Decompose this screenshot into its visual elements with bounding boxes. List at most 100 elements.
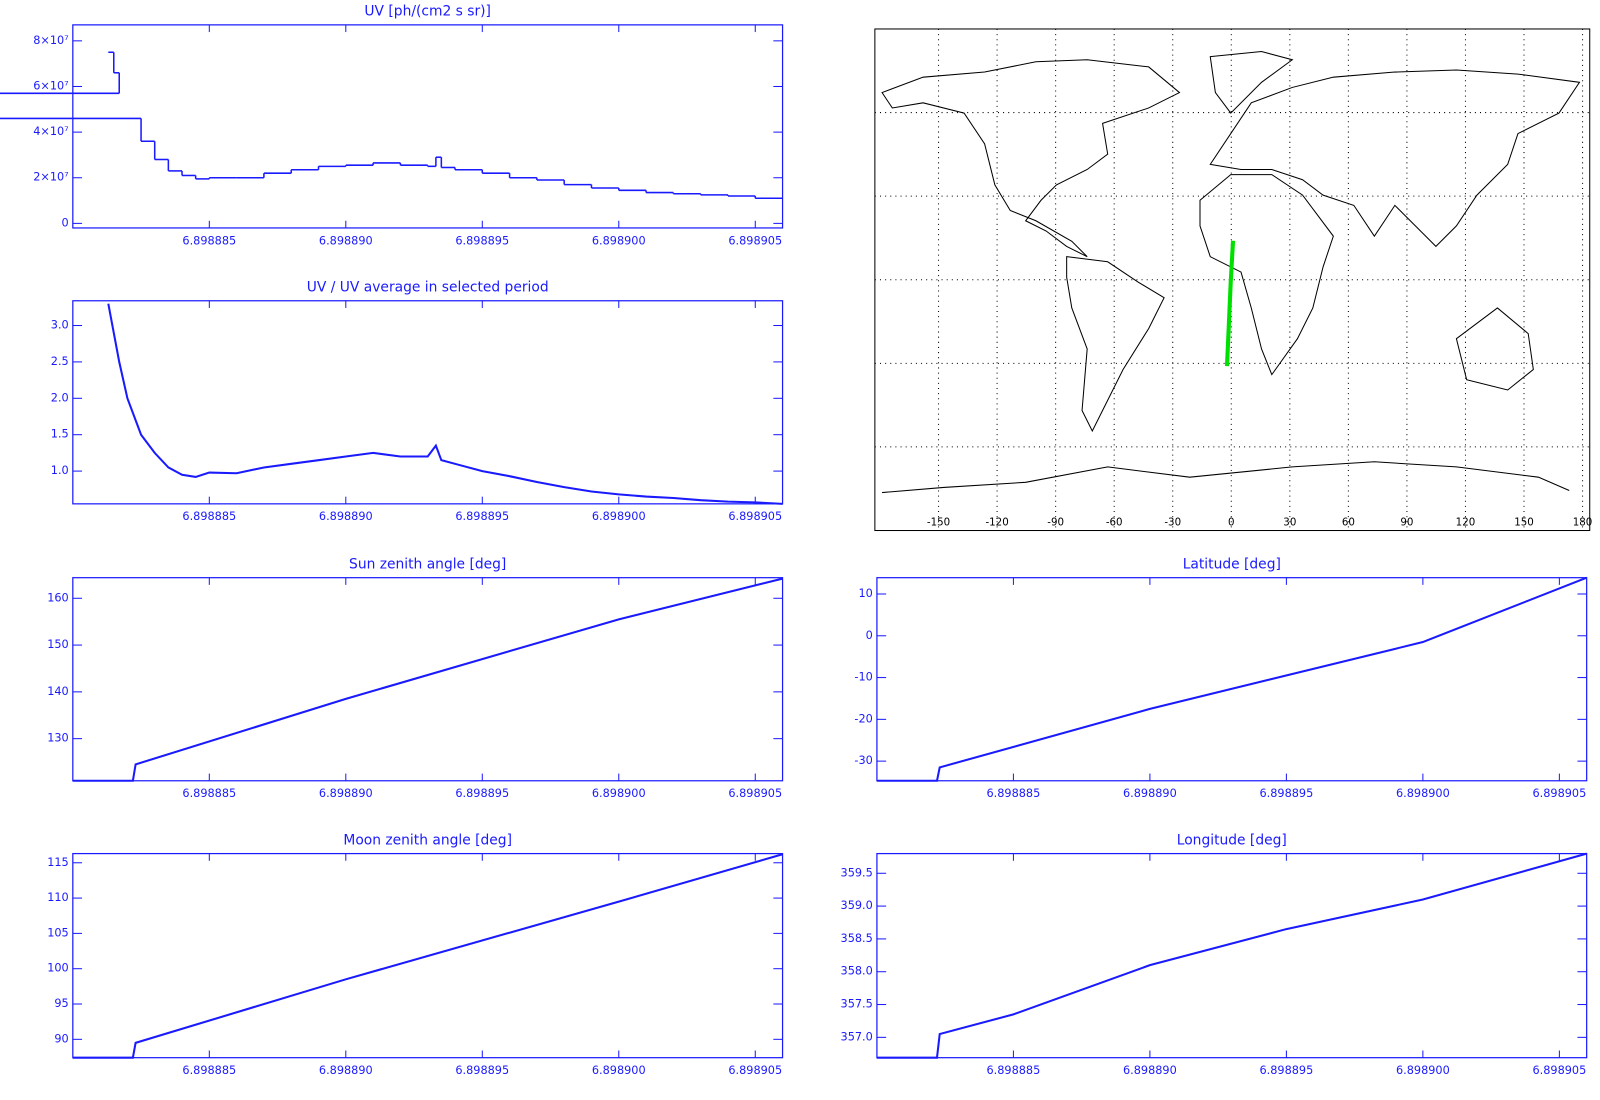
x-tick-label: 6.898895 [455,787,509,800]
y-tick-label: 2.0 [51,391,69,404]
data-line [72,853,783,1059]
x-tick-label: -30 [1164,516,1181,528]
y-tick-label: 160 [47,591,69,604]
x-tick-label: -150 [927,516,950,528]
greenland [1209,51,1294,114]
x-tick-label: 6.898885 [182,510,236,523]
y-tick-label: 1.0 [51,464,69,477]
x-tick-label: 6.898885 [987,787,1041,800]
y-tick-label: -10 [854,671,872,684]
y-tick-label: 90 [54,1032,68,1045]
x-tick-label: -60 [1106,516,1123,528]
x-tick-label: 6.898890 [319,510,373,523]
y-tick-label: 105 [47,926,69,939]
chart-title: UV / UV average in selected period [307,279,549,295]
x-tick-label: 6.898900 [592,1064,646,1077]
x-tick-label: 6.898895 [455,510,509,523]
y-tick-label: -30 [854,754,872,767]
y-tick-label: 150 [47,638,69,651]
y-tick-label: 359.5 [841,866,873,879]
x-tick-label: -90 [1047,516,1064,528]
south-america [1066,256,1165,433]
chart-title: Moon zenith angle [deg] [343,832,512,848]
x-tick-label: 6.898905 [1532,787,1586,800]
x-tick-label: 6.898895 [455,1064,509,1077]
x-tick-label: 6.898885 [987,1064,1041,1077]
x-tick-label: 150 [1514,516,1534,528]
x-tick-label: 6.898900 [1396,787,1450,800]
x-tick-label: 120 [1456,516,1476,528]
plot-frame [876,577,1588,782]
y-tick-label: 3.0 [51,319,69,332]
chart-title: Sun zenith angle [deg] [349,556,506,572]
plot-frame [72,300,784,505]
x-tick-label: 180 [1573,516,1593,528]
chart-title: UV [ph/(cm2 s sr)] [364,4,491,20]
y-tick-label: 110 [47,891,69,904]
y-tick-label: 2.5 [51,355,69,368]
x-tick-label: 6.898900 [592,787,646,800]
chart-title: Longitude [deg] [1177,832,1287,848]
north-america [881,59,1181,258]
antarctica [882,461,1570,494]
plot-frame [72,852,784,1059]
x-tick-label: 6.898885 [182,234,236,247]
y-tick-label: 357.5 [841,998,873,1011]
x-tick-label: 0 [1228,516,1235,528]
x-tick-label: 6.898900 [592,510,646,523]
x-tick-label: 6.898905 [1532,1064,1586,1077]
x-tick-label: 6.898900 [592,234,646,247]
y-tick-label: 6×10⁷ [33,79,68,92]
plot-frame [72,577,784,782]
y-tick-label: -20 [854,712,872,725]
y-tick-label: 140 [47,685,69,698]
y-tick-label: 130 [47,732,69,745]
x-tick-label: 6.898905 [728,787,782,800]
data-line [72,577,783,782]
y-tick-label: 10 [858,587,872,600]
data-line [107,303,783,505]
x-tick-label: 6.898890 [319,234,373,247]
y-tick-label: 8×10⁷ [33,34,68,47]
y-tick-label: 359.0 [841,899,873,912]
data-line [1224,240,1236,367]
chart-title: Latitude [deg] [1183,556,1281,572]
y-tick-label: 0 [62,216,69,229]
y-tick-label: 4×10⁷ [33,125,68,138]
x-tick-label: 6.898905 [728,234,782,247]
y-tick-label: 358.0 [841,965,873,978]
x-tick-label: 6.898890 [319,1064,373,1077]
x-tick-label: 6.898905 [728,510,782,523]
x-tick-label: 30 [1283,516,1296,528]
data-line [876,852,1587,1059]
x-tick-label: -120 [985,516,1008,528]
africa [1199,174,1334,376]
coastlines [881,51,1581,494]
x-tick-label: 6.898885 [182,787,236,800]
x-tick-label: 6.898895 [455,234,509,247]
eurasia [1209,69,1581,248]
x-tick-label: 6.898890 [1123,1064,1177,1077]
y-tick-label: 95 [54,997,68,1010]
x-tick-label: 90 [1400,516,1413,528]
y-tick-label: 100 [47,962,69,975]
x-tick-label: 6.898890 [319,787,373,800]
y-tick-label: 2×10⁷ [33,171,68,184]
plot-frame [72,24,784,229]
x-tick-label: 60 [1342,516,1355,528]
x-tick-label: 6.898900 [1396,1064,1450,1077]
y-tick-label: 115 [47,856,69,869]
australia [1455,307,1534,391]
y-tick-label: 357.0 [841,1030,873,1043]
x-tick-label: 6.898895 [1260,1064,1314,1077]
x-tick-label: 6.898895 [1260,787,1314,800]
plot-frame [876,852,1588,1059]
y-tick-label: 1.5 [51,428,69,441]
y-tick-label: 0 [866,629,873,642]
x-tick-label: 6.898890 [1123,787,1177,800]
data-line [876,576,1588,782]
x-tick-label: 6.898885 [182,1064,236,1077]
x-tick-label: 6.898905 [728,1064,782,1077]
